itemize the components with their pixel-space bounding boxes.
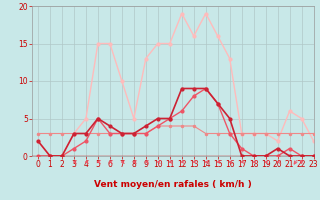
X-axis label: Vent moyen/en rafales ( km/h ): Vent moyen/en rafales ( km/h ) [94,180,252,189]
